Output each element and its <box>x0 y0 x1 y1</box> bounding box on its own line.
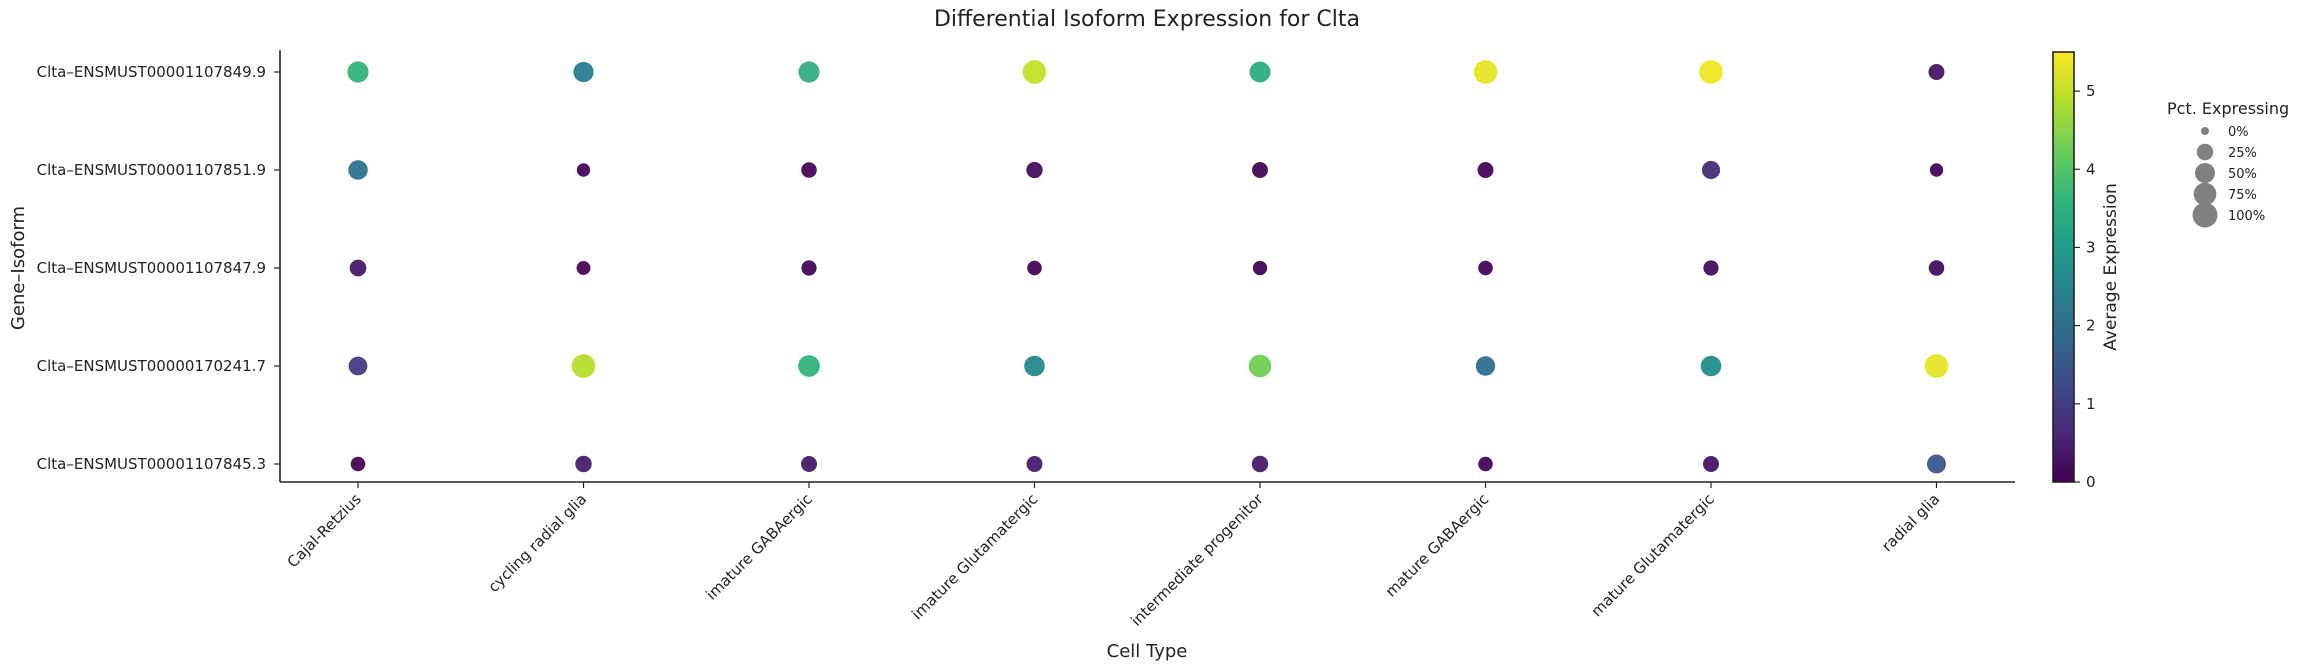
dot-point <box>1478 456 1493 472</box>
dot-point <box>1026 456 1043 472</box>
dot-point <box>1928 64 1945 80</box>
size-legend-entries: 0% 25% 50% 75% 100% <box>2192 125 2265 228</box>
colorbar-tick-label: 2 <box>2086 317 2096 335</box>
x-tick-label: imature GABAergic <box>702 490 815 603</box>
x-tick-label: Cajal-Retzius <box>284 490 365 571</box>
x-axis-label: Cell Type <box>1107 641 1188 662</box>
size-legend-label: 100% <box>2228 209 2265 224</box>
dot-point <box>1022 60 1047 84</box>
dot-point <box>1475 356 1496 376</box>
colorbar-ticks: 0 1 2 3 4 5 <box>2074 82 2096 491</box>
x-tick-label: cycling radial glia <box>484 490 590 596</box>
dot-point <box>350 456 366 472</box>
dot-point <box>1478 260 1493 276</box>
dot-point <box>1473 60 1498 84</box>
dot-point <box>1701 160 1721 180</box>
plot-area <box>347 60 1949 474</box>
dot-point <box>798 355 820 377</box>
y-axis-label: Gene–Isoform <box>8 206 29 330</box>
dot-point <box>1929 163 1944 177</box>
dot-point <box>1251 455 1269 473</box>
dot-point <box>348 160 368 180</box>
dot-point <box>1252 162 1268 178</box>
x-tick-label: intermediate progenitor <box>1127 490 1267 630</box>
x-tick-label: mature Glutamatergic <box>1588 490 1718 620</box>
dot-point <box>1926 454 1947 474</box>
dot-point <box>1248 354 1272 378</box>
dot-point <box>1699 60 1723 84</box>
colorbar-tick-label: 5 <box>2086 82 2096 100</box>
colorbar-gradient <box>2052 51 2075 483</box>
y-tick-label: Clta–ENSMUST00000170241.7 <box>37 357 266 375</box>
dot-point <box>1252 260 1268 276</box>
dot-point <box>349 259 367 277</box>
y-tick-labels: Clta–ENSMUST00001107849.9 Clta–ENSMUST000… <box>37 63 280 473</box>
dot-point <box>576 261 591 275</box>
colorbar-tick-label: 3 <box>2086 238 2096 256</box>
dot-point <box>801 162 817 178</box>
colorbar-tick-label: 4 <box>2086 160 2096 178</box>
y-tick-label: Clta–ENSMUST00001107849.9 <box>37 63 266 81</box>
y-tick-label: Clta–ENSMUST00001107847.9 <box>37 259 266 277</box>
size-legend-marker <box>2196 143 2214 161</box>
dot-point <box>1700 355 1722 377</box>
dot-point <box>801 260 817 276</box>
x-tick-label: imature Glutamatergic <box>908 490 1041 623</box>
size-legend-marker <box>2201 127 2209 135</box>
x-tick-label: mature GABAergic <box>1382 490 1493 601</box>
colorbar-tick-label: 1 <box>2086 395 2096 413</box>
dot-point <box>1027 260 1042 276</box>
dot-point <box>1703 260 1719 276</box>
size-legend-marker <box>2193 182 2217 206</box>
size-legend-marker <box>2192 202 2218 228</box>
dot-point <box>1026 161 1043 179</box>
y-tick-label: Clta–ENSMUST00001107845.3 <box>37 455 266 473</box>
size-legend-label: 25% <box>2228 146 2257 161</box>
dot-point <box>576 163 591 177</box>
size-legend-label: 0% <box>2228 125 2249 140</box>
dot-point <box>348 356 368 376</box>
size-legend-label: 75% <box>2228 188 2257 203</box>
y-tick-label: Clta–ENSMUST00001107851.9 <box>37 161 266 179</box>
dot-point <box>1928 260 1945 276</box>
size-legend: Pct. Expressing 0% 25% 50% 75% 100% <box>2167 99 2289 228</box>
dot-point <box>1924 354 1949 378</box>
dot-point <box>798 61 820 83</box>
colorbar-label: Average Expression <box>2101 183 2121 351</box>
dot-point <box>347 61 369 83</box>
dot-point <box>1024 355 1045 377</box>
colorbar: 0 1 2 3 4 5 Average Expression <box>2052 51 2121 491</box>
dot-point <box>571 354 596 378</box>
size-legend-label: 50% <box>2228 167 2257 182</box>
dot-point <box>575 455 592 473</box>
dot-point <box>1477 162 1494 178</box>
dot-point <box>573 61 594 83</box>
x-tick-labels: Cajal-Retzius cycling radial glia imature … <box>284 482 1943 630</box>
dot-point <box>1249 61 1271 83</box>
size-legend-title: Pct. Expressing <box>2167 99 2289 118</box>
size-legend-marker <box>2194 162 2216 184</box>
dot-point <box>801 456 817 472</box>
dot-point <box>1703 456 1719 472</box>
colorbar-tick-label: 0 <box>2086 473 2096 491</box>
chart-title: Differential Isoform Expression for Clta <box>934 7 1360 32</box>
x-tick-label: radial glia <box>1878 490 1943 555</box>
